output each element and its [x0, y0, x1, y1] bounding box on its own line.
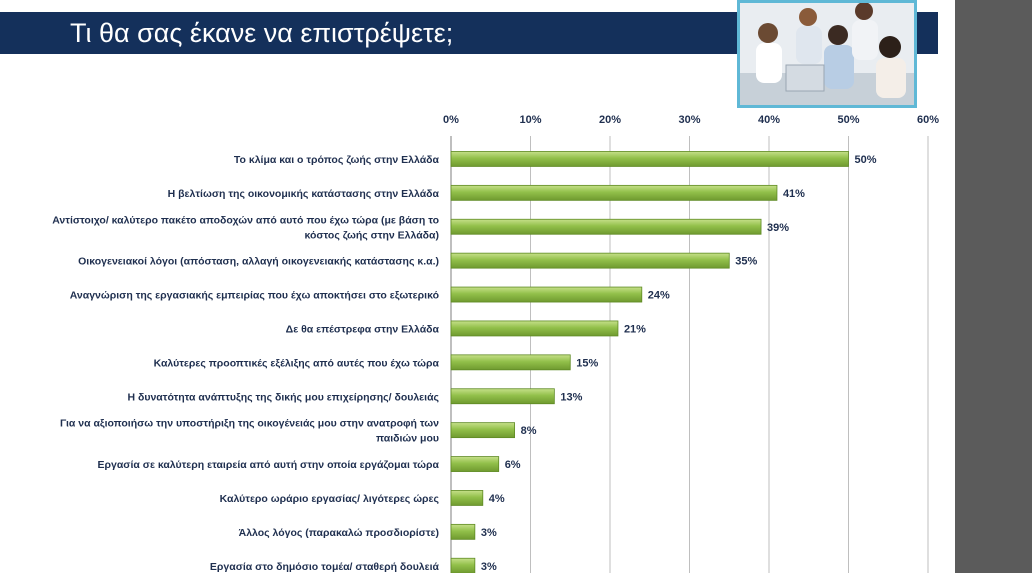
category-label: Η δυνατότητα ανάπτυξης της δικής μου επι… [127, 391, 439, 403]
data-label: 6% [505, 459, 521, 471]
data-label: 24% [648, 290, 670, 302]
data-label: 8% [521, 425, 537, 437]
bar-chart: 0% 10% 20% 30% 40% 50% 60% 50% Το κλίμα και ο τρ… [52, 114, 939, 573]
bar [450, 422, 515, 439]
category-label: Δε θα επέστρεφα στην Ελλάδα [286, 323, 440, 335]
category-label: κόστος ζωής στην Ελλάδα) [304, 229, 439, 241]
category-label: Εργασία στο δημόσιο τομέα/ σταθερή δουλε… [210, 561, 440, 573]
bar [450, 218, 762, 235]
x-tick-label: 0% [443, 114, 459, 126]
x-tick-label: 20% [599, 114, 621, 126]
bar [450, 286, 643, 303]
category-label: Εργασία σε καλύτερη εταιρεία από αυτή στ… [98, 459, 440, 471]
category-label: Για να αξιοποιήσω την υποστήριξη της οικ… [60, 418, 439, 430]
category-label: Οικογενειακοί λόγοι (απόσταση, αλλαγή οι… [78, 256, 439, 268]
category-label: Η βελτίωση της οικονομικής κατάστασης στ… [168, 188, 440, 200]
category-label: Άλλος λόγος (παρακαλώ προσδιορίστε) [239, 527, 439, 539]
x-tick-label: 50% [837, 114, 859, 126]
category-label: Καλύτερες προοπτικές εξέλιξης από αυτές … [154, 357, 440, 369]
category-label: Αντίστοιχο/ καλύτερο πακέτο αποδοχών από… [52, 214, 439, 226]
category-label: παιδιών μου [376, 433, 439, 445]
bar [450, 184, 778, 201]
bar [450, 388, 555, 405]
data-label: 13% [560, 391, 582, 403]
slide: Τι θα σας έκανε να επιστρέψετε; 0% 10% 20%… [0, 0, 940, 573]
slide-title: Τι θα σας έκανε να επιστρέψετε; [70, 18, 454, 48]
bar [450, 151, 849, 167]
photo-illustration [740, 3, 914, 105]
bar [450, 456, 500, 472]
x-tick-label: 30% [678, 114, 700, 126]
x-tick-label: 60% [917, 114, 939, 126]
data-label: 39% [767, 222, 789, 234]
bar [450, 354, 571, 371]
category-label: Καλύτερο ωράριο εργασίας/ λιγότερες ώρες [220, 493, 440, 505]
data-label: 15% [576, 357, 598, 369]
data-label: 4% [489, 493, 505, 505]
category-label: Το κλίμα και ο τρόπος ζωής στην Ελλάδα [234, 154, 440, 166]
office-team-photo [737, 0, 917, 108]
category-label: Αναγνώριση της εργασιακής εμπειρίας που … [70, 290, 439, 302]
side-panel [955, 0, 1032, 573]
data-label: 50% [855, 154, 877, 166]
x-tick-label: 10% [519, 114, 541, 126]
data-label: 3% [481, 527, 497, 539]
data-label: 41% [783, 188, 805, 200]
bar [450, 320, 619, 337]
data-label: 3% [481, 561, 497, 573]
data-label: 35% [735, 256, 757, 268]
data-label: 21% [624, 323, 646, 335]
bar [450, 557, 476, 573]
bar [450, 252, 730, 269]
bar [450, 490, 484, 506]
bar [450, 523, 476, 540]
x-tick-label: 40% [758, 114, 780, 126]
